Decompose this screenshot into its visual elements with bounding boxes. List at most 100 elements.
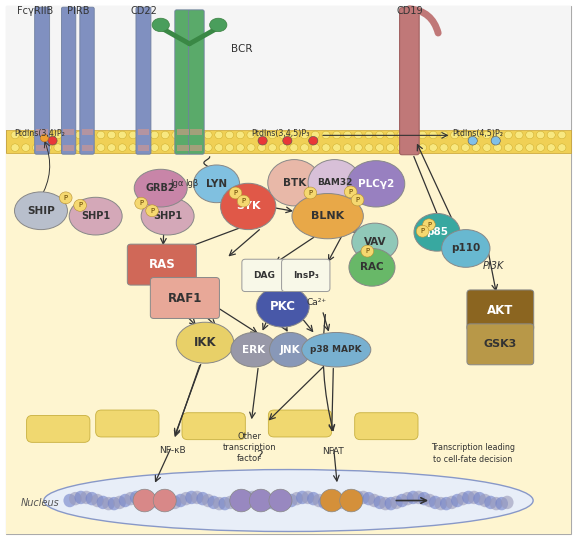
Ellipse shape [249, 489, 272, 512]
Circle shape [491, 137, 500, 145]
Circle shape [290, 144, 298, 151]
Ellipse shape [230, 489, 253, 512]
Ellipse shape [373, 496, 386, 509]
FancyBboxPatch shape [61, 7, 76, 154]
Ellipse shape [141, 492, 153, 505]
Ellipse shape [357, 491, 370, 504]
Text: P: P [365, 248, 369, 254]
Ellipse shape [274, 497, 287, 510]
Text: SHP1: SHP1 [81, 211, 110, 221]
Circle shape [354, 131, 362, 139]
Ellipse shape [74, 491, 87, 504]
Circle shape [172, 144, 180, 151]
FancyBboxPatch shape [6, 6, 571, 534]
Circle shape [526, 144, 534, 151]
Ellipse shape [335, 496, 347, 509]
Circle shape [468, 137, 477, 145]
Circle shape [462, 131, 470, 139]
Ellipse shape [263, 496, 275, 509]
Ellipse shape [147, 494, 159, 507]
Circle shape [387, 144, 395, 151]
Ellipse shape [479, 494, 492, 507]
Circle shape [493, 144, 501, 151]
Circle shape [416, 225, 429, 237]
Ellipse shape [302, 491, 314, 504]
Ellipse shape [235, 492, 248, 505]
Circle shape [65, 144, 73, 151]
Circle shape [311, 131, 319, 139]
Text: ERK: ERK [242, 345, 265, 355]
Ellipse shape [279, 496, 292, 509]
Circle shape [343, 144, 351, 151]
Text: DAG: DAG [253, 271, 275, 280]
Text: BCR: BCR [231, 44, 253, 54]
Circle shape [440, 144, 448, 151]
Ellipse shape [174, 494, 187, 507]
Text: P: P [150, 208, 154, 214]
FancyBboxPatch shape [151, 278, 219, 319]
Circle shape [32, 144, 40, 151]
Circle shape [376, 144, 384, 151]
FancyBboxPatch shape [268, 410, 332, 437]
Ellipse shape [352, 223, 398, 261]
Ellipse shape [396, 494, 409, 507]
Text: SHIP: SHIP [27, 206, 55, 216]
FancyBboxPatch shape [36, 145, 48, 151]
Text: P: P [308, 190, 312, 196]
Circle shape [215, 144, 223, 151]
Circle shape [86, 131, 94, 139]
Ellipse shape [385, 497, 398, 510]
Circle shape [504, 144, 512, 151]
Circle shape [472, 144, 480, 151]
Circle shape [515, 131, 523, 139]
Ellipse shape [179, 492, 192, 505]
Ellipse shape [80, 491, 93, 504]
Circle shape [483, 144, 491, 151]
Circle shape [118, 131, 126, 139]
Circle shape [493, 131, 501, 139]
Ellipse shape [168, 496, 181, 509]
Text: BLNK: BLNK [311, 211, 344, 221]
Ellipse shape [91, 494, 104, 507]
Text: VAV: VAV [364, 237, 386, 247]
Ellipse shape [418, 492, 430, 505]
Ellipse shape [501, 496, 514, 509]
Text: Igβ: Igβ [185, 179, 198, 188]
Circle shape [418, 131, 426, 139]
Text: PI3K: PI3K [483, 261, 504, 271]
Ellipse shape [113, 496, 126, 509]
Ellipse shape [445, 496, 458, 509]
FancyBboxPatch shape [138, 129, 149, 136]
Circle shape [387, 131, 395, 139]
Ellipse shape [462, 491, 475, 504]
Ellipse shape [133, 489, 156, 512]
Ellipse shape [313, 494, 325, 507]
Text: Ca²⁺: Ca²⁺ [306, 298, 326, 307]
Ellipse shape [44, 470, 533, 531]
Ellipse shape [484, 496, 497, 509]
Ellipse shape [256, 286, 309, 327]
Circle shape [279, 131, 287, 139]
Ellipse shape [302, 333, 371, 367]
Circle shape [547, 144, 555, 151]
Circle shape [537, 131, 545, 139]
Circle shape [333, 131, 341, 139]
Ellipse shape [349, 248, 395, 286]
Ellipse shape [207, 496, 220, 509]
Text: Nucleus: Nucleus [21, 498, 59, 508]
Ellipse shape [85, 492, 98, 505]
Circle shape [268, 144, 276, 151]
FancyBboxPatch shape [189, 10, 204, 154]
Ellipse shape [413, 491, 425, 504]
Ellipse shape [429, 496, 441, 509]
Ellipse shape [63, 494, 76, 507]
Circle shape [258, 137, 267, 145]
Text: PtdIns(4,5)P₂: PtdIns(4,5)P₂ [452, 129, 504, 138]
Ellipse shape [14, 192, 68, 230]
Ellipse shape [196, 492, 209, 505]
Circle shape [258, 144, 266, 151]
Circle shape [429, 131, 437, 139]
Circle shape [182, 144, 190, 151]
Circle shape [408, 131, 416, 139]
FancyBboxPatch shape [400, 8, 419, 155]
